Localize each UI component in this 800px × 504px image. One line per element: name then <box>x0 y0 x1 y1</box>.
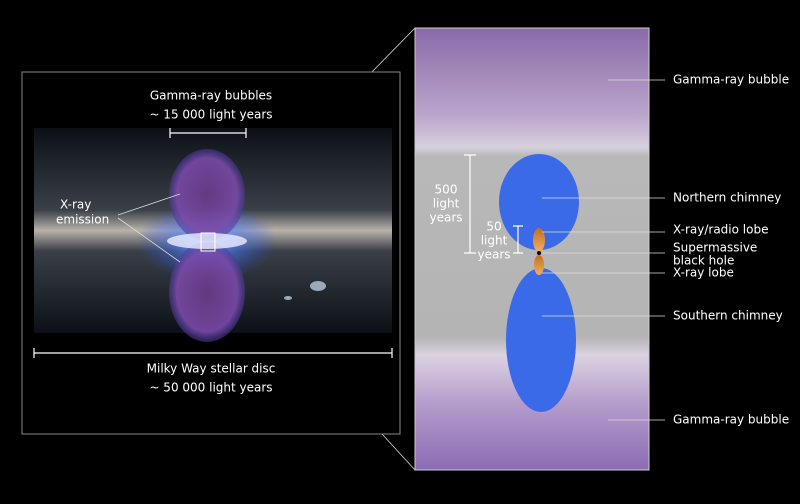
callout-label: Southern chimney <box>673 309 783 323</box>
label: light <box>481 234 508 248</box>
callout-label: Northern chimney <box>673 191 781 205</box>
satellite-galaxy <box>284 296 292 300</box>
scale-bar <box>169 128 247 138</box>
label: 50 <box>486 220 501 234</box>
xray-lobe <box>534 255 544 275</box>
callout-label: Gamma-ray bubble <box>673 413 789 427</box>
galactic-centre <box>167 233 247 249</box>
callout-label: Supermassive <box>673 241 757 255</box>
xray-radio-lobe <box>533 228 545 252</box>
scale-bar <box>464 154 476 254</box>
gamma-bubble <box>169 242 245 342</box>
scale-bar <box>513 225 523 254</box>
label: Milky Way stellar disc <box>147 362 276 376</box>
label: ~ 50 000 light years <box>149 381 272 395</box>
label: ~ 15 000 light years <box>149 108 272 122</box>
label: light <box>433 197 460 211</box>
callout-label: X-ray/radio lobe <box>673 223 768 237</box>
label: years <box>477 248 510 262</box>
callout-label: X-ray lobe <box>673 266 734 280</box>
label: Gamma-ray bubbles <box>150 89 272 103</box>
zoom-box <box>200 232 216 252</box>
pointer <box>117 193 181 263</box>
callout-label: black hole <box>673 254 734 268</box>
label: X-ray <box>60 198 91 212</box>
southern-chimney <box>506 268 576 412</box>
callouts: Gamma-ray bubble Northern chimney X-ray/ra… <box>542 73 789 427</box>
label: emission <box>56 213 109 227</box>
black-hole <box>537 251 541 255</box>
gamma-bubble <box>169 149 245 241</box>
callout-label: Gamma-ray bubble <box>673 73 789 87</box>
satellite-galaxy <box>310 281 326 291</box>
label: 500 <box>435 183 458 197</box>
label: years <box>429 211 462 225</box>
scale-bar <box>33 348 393 358</box>
